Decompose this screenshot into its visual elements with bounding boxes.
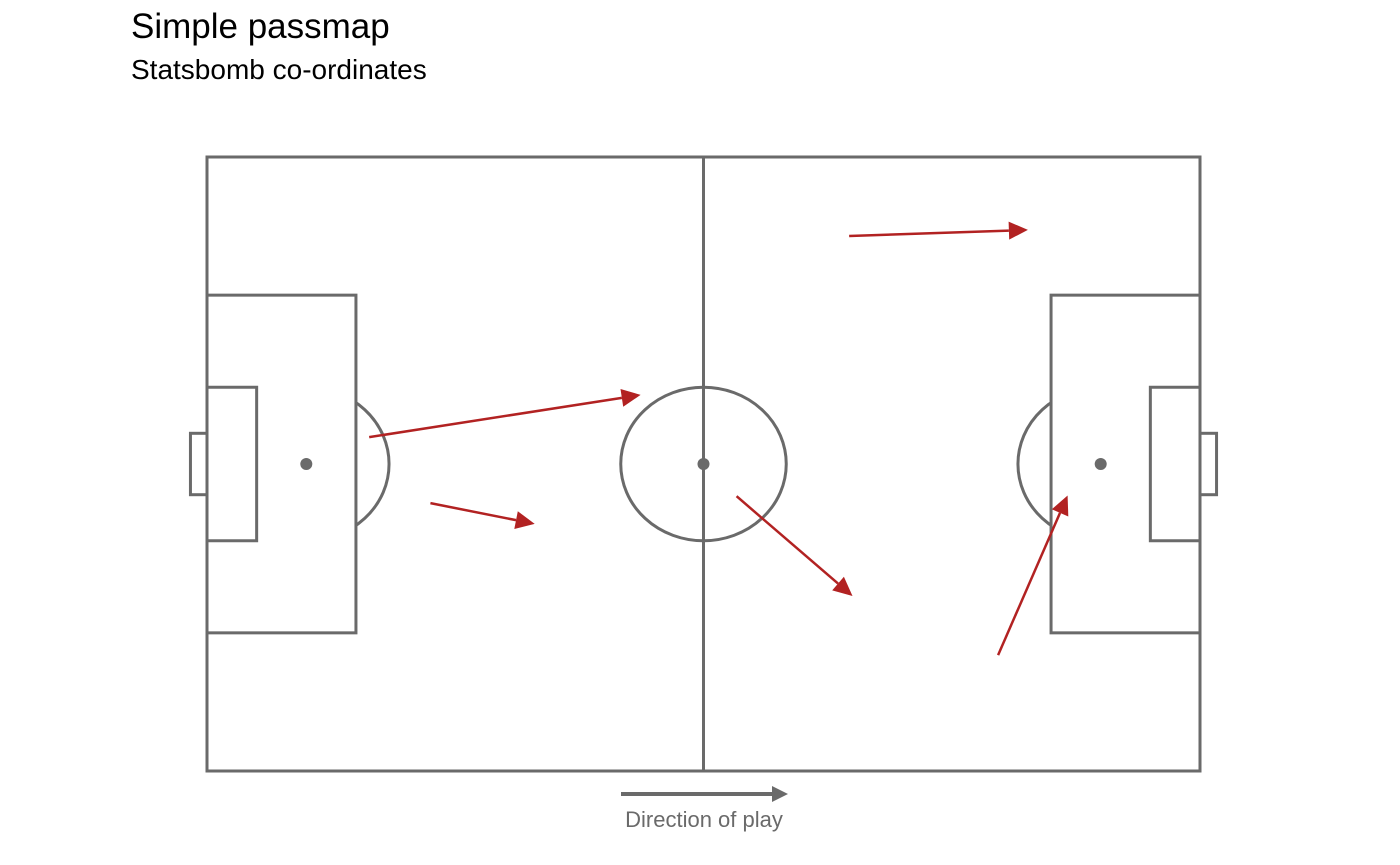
pitch [188, 155, 1219, 773]
right-penalty-area [1049, 293, 1202, 635]
pass-line [368, 396, 623, 439]
right-goal [1198, 431, 1219, 497]
pass-line [430, 501, 517, 522]
pass-arrow [849, 221, 1028, 240]
pass-arrow [735, 495, 853, 596]
centre-spot [697, 458, 710, 470]
chart-subtitle: Statsbomb co-ordinates [131, 54, 427, 85]
pass-arrow [996, 495, 1069, 656]
pass-arrowhead [620, 389, 641, 407]
pass-line [996, 512, 1062, 656]
left-penalty-spot [300, 458, 313, 470]
pass-arrowhead [1008, 221, 1028, 240]
pass-line [735, 495, 839, 585]
chart-title: Simple passmap [131, 7, 390, 46]
pass-arrow [430, 501, 535, 529]
right-penalty-spot [1094, 458, 1107, 470]
direction-of-play: Direction of play [621, 786, 788, 832]
pass-arrowhead [832, 576, 853, 596]
pass-arrowhead [1051, 495, 1069, 517]
direction-label: Direction of play [625, 807, 783, 832]
pass-line [849, 229, 1009, 238]
left-goal [188, 431, 209, 497]
left-penalty-area [205, 293, 358, 635]
passes-layer [368, 221, 1069, 656]
pass-arrow [368, 389, 641, 439]
direction-arrow-head [772, 786, 788, 802]
pass-arrowhead [514, 511, 535, 529]
